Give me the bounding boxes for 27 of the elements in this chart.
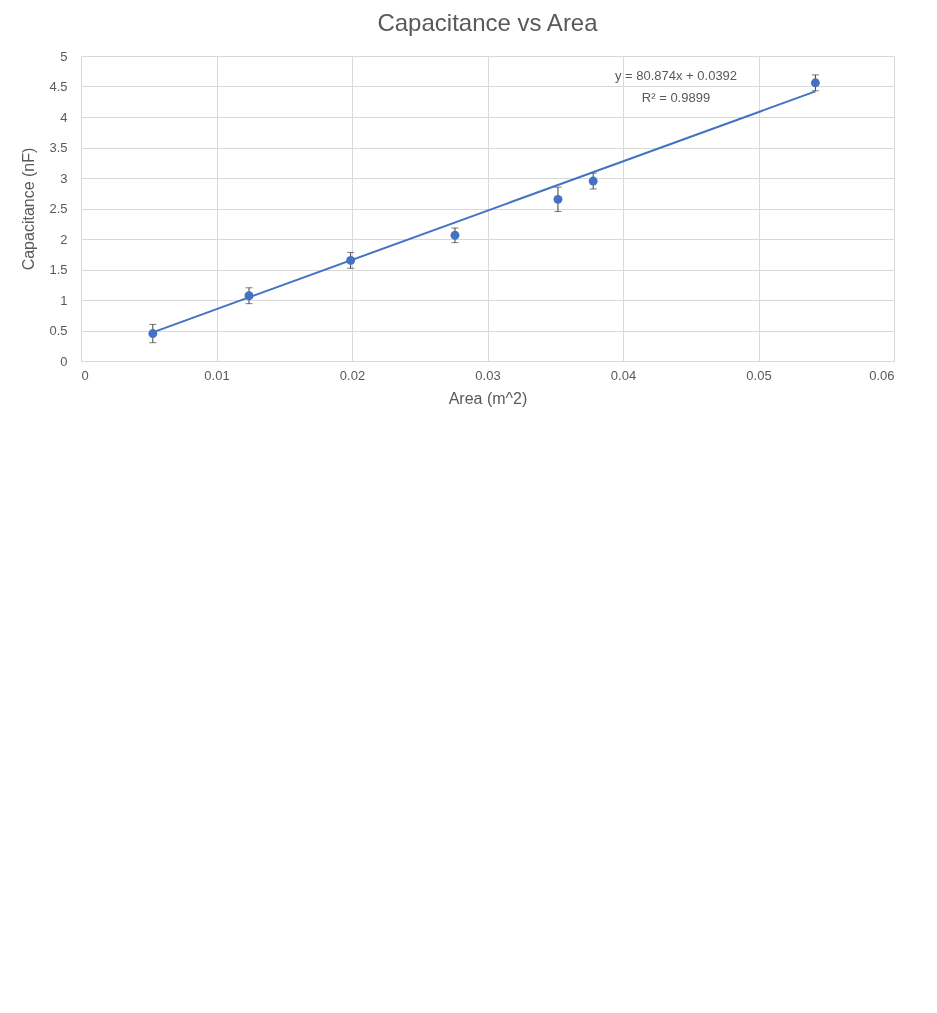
x-axis-title: Area (m^2) [448,389,528,407]
point [553,194,563,204]
x-tick-label: 0.05 [746,367,772,383]
point [588,176,598,186]
x-tick-label: 0 [81,367,89,383]
annotation: R² = 0.9899 [641,90,711,105]
y-tick-label: 2 [60,231,68,247]
x-tick-label: 0.04 [610,367,637,383]
y-axis-title: Capacitance (nF) [20,147,38,271]
y-tick-label: 3.5 [49,140,68,155]
y-tick-label: 0.5 [49,323,68,338]
x-tick-label: 0.03 [475,367,501,383]
x-tick-label: 0.01 [204,367,230,383]
y-tick-label: 0 [60,353,68,369]
x-tick-label: 0.06 [869,367,895,383]
point [450,230,460,240]
y-tick-label: 1.5 [49,262,68,277]
y-tick-label: 2.5 [49,201,68,216]
y-tick-label: 4 [60,109,68,125]
y-tick-label: 1 [60,292,68,308]
y-tick-label: 3 [60,170,68,186]
annotation: y = 80.874x + 0.0392 [614,68,738,83]
x-tick-label: 0.02 [339,367,366,383]
y-tick-label: 5 [60,48,68,64]
point [810,78,820,88]
chart-title: Capacitance vs Area [377,9,599,36]
y-tick-label: 4.5 [49,79,68,94]
